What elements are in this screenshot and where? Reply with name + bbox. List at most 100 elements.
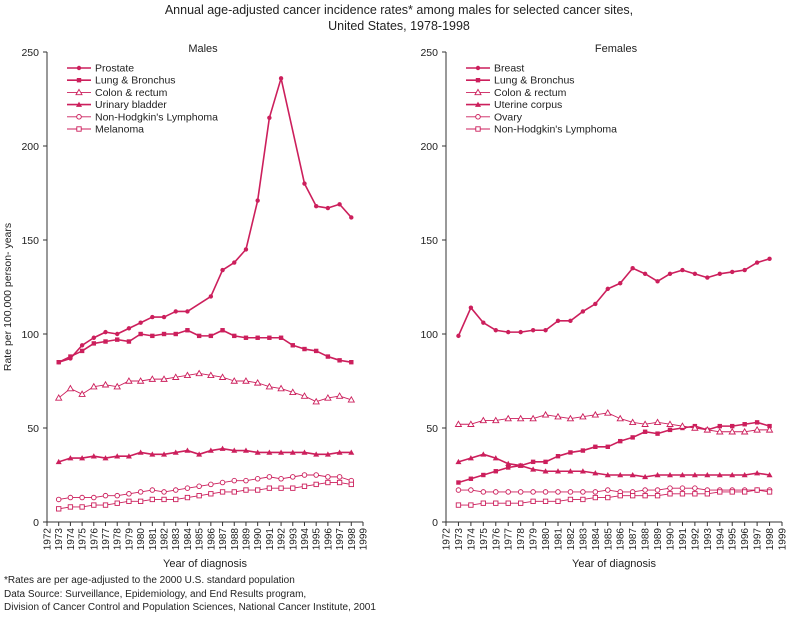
males-series-non-hodgkin-s-lymphoma-point	[208, 481, 214, 488]
females-series-ovary-point	[654, 487, 661, 493]
females-series-colon-rectum-point	[529, 414, 537, 422]
males-series-lung-bronchus-point	[290, 343, 295, 348]
males-series-prostate-point	[115, 331, 120, 337]
males-series-lung-bronchus-point	[91, 341, 97, 346]
males-series-non-hodgkin-s-lymphoma-point	[301, 472, 308, 478]
males-series-melanoma-point	[348, 481, 354, 488]
males-x-tick-label: 1992	[277, 528, 288, 551]
males-series-prostate-point	[208, 294, 214, 299]
males-series-urinary-bladder-point	[90, 453, 97, 459]
females-series-non-hodgkin-s-lymphoma-point	[580, 496, 586, 503]
males-series-non-hodgkin-s-lymphoma-point	[290, 474, 296, 480]
females-series-colon-rectum-point	[467, 420, 475, 427]
males-series-urinary-bladder-point	[348, 449, 355, 455]
males-series-prostate-point	[138, 320, 143, 325]
males-y-tick-label: 150	[21, 235, 39, 247]
females-series-uterine-corpus-point	[505, 460, 512, 466]
females-series-non-hodgkin-s-lymphoma-legend-marker	[475, 126, 481, 132]
females-series-lung-bronchus-point	[543, 459, 548, 465]
females-series-uterine-corpus-point	[517, 462, 524, 468]
females-series-lung-bronchus-point	[506, 465, 511, 470]
males-series-melanoma-point	[196, 493, 202, 499]
females-series-non-hodgkin-s-lymphoma-point	[530, 498, 536, 504]
females-series-colon-rectum-point	[604, 409, 612, 416]
females-series-uterine-corpus-point	[766, 472, 773, 478]
females-series-non-hodgkin-s-lymphoma-point	[493, 500, 499, 506]
females-series-non-hodgkin-s-lymphoma-point	[630, 493, 636, 499]
males-series-urinary-bladder-line	[58, 447, 352, 463]
males-panel-title: Males	[188, 43, 218, 55]
males-series-melanoma-point	[161, 496, 167, 503]
females-x-tick-label: 1982	[566, 528, 577, 551]
males-y-tick-label: 100	[21, 329, 39, 341]
females-series-non-hodgkin-s-lymphoma-point	[692, 491, 698, 497]
males-series-urinary-bladder-point	[149, 451, 156, 457]
males-series-urinary-bladder-point	[313, 451, 320, 457]
females-x-tick-label: 1991	[678, 528, 689, 551]
males-series-urinary-bladder-point	[301, 449, 308, 455]
females-series-uterine-corpus-point	[754, 470, 761, 476]
males-series-urinary-bladder-legend-marker	[76, 101, 82, 107]
females-series-uterine-corpus-point	[654, 472, 661, 478]
females-series-uterine-corpus-legend-marker	[475, 101, 481, 107]
males-series-melanoma-point	[114, 500, 120, 506]
males-series-prostate-legend-label: Prostate	[95, 63, 134, 75]
females-x-tick-label: 1999	[778, 528, 789, 551]
females-series-breast-point	[456, 333, 461, 339]
females-series-colon-rectum-point	[579, 412, 587, 420]
males-series-lung-bronchus-legend-marker	[76, 78, 82, 83]
males-series-urinary-bladder-point	[114, 453, 121, 459]
males-series-non-hodgkin-s-lymphoma-point	[55, 496, 62, 503]
males-series-colon-rectum-point	[78, 390, 86, 397]
males-series-non-hodgkin-s-lymphoma-point	[219, 479, 226, 486]
males-series-urinary-bladder-point	[161, 451, 168, 457]
females-series-lung-bronchus-point	[605, 444, 610, 449]
females-x-tick-label: 1984	[591, 528, 602, 551]
males-series-colon-rectum-point	[265, 382, 274, 390]
males-series-colon-rectum-point	[242, 377, 250, 384]
females-series-colon-rectum-legend-label: Colon & rectum	[494, 87, 567, 99]
males-series-lung-bronchus-legend-label: Lung & Bronchus	[95, 75, 176, 87]
males-series-prostate-point	[150, 314, 155, 320]
males-series-lung-bronchus-point	[255, 335, 260, 340]
males-series-prostate-legend-marker	[76, 65, 82, 71]
males-series-melanoma-point	[231, 489, 237, 495]
males-series-prostate-point	[161, 314, 167, 320]
females-series-breast-point	[705, 275, 710, 280]
males-series-prostate-point	[313, 203, 319, 209]
males-series-colon-rectum-point	[289, 388, 297, 395]
males-series-lung-bronchus-point	[161, 331, 167, 337]
females-series-non-hodgkin-s-lymphoma-point	[555, 498, 561, 504]
females-series-non-hodgkin-s-lymphoma-point	[567, 496, 574, 503]
males-series-lung-bronchus-point	[68, 354, 73, 359]
females-series-uterine-corpus-point	[592, 470, 599, 476]
males-series-melanoma-point	[137, 498, 144, 504]
females-x-tick-label: 1978	[516, 528, 527, 551]
males-x-tick-label: 1989	[241, 528, 252, 551]
males-series-non-hodgkin-s-lymphoma-point	[102, 492, 109, 499]
females-series-uterine-corpus-point	[667, 472, 673, 478]
females-x-tick-label: 1979	[529, 528, 540, 551]
females-series-ovary-legend-label: Ovary	[494, 111, 523, 123]
females-series-colon-rectum-point	[678, 422, 687, 429]
males-x-tick-label: 1984	[183, 528, 194, 551]
females-x-tick-label: 1996	[740, 528, 751, 551]
females-series-non-hodgkin-s-lymphoma-point	[679, 491, 686, 497]
males-x-tick-label: 1983	[171, 528, 182, 551]
males-series-colon-rectum-point	[324, 394, 332, 401]
females-series-non-hodgkin-s-lymphoma-point	[605, 494, 611, 501]
females-series-lung-bronchus-point	[630, 435, 635, 440]
females-series-colon-rectum-point	[504, 414, 512, 422]
females-series-breast-point	[518, 329, 523, 335]
females-series-breast-point	[605, 286, 610, 292]
females-series-non-hodgkin-s-lymphoma-point	[704, 491, 710, 497]
males-x-tick-label: 1997	[335, 528, 346, 551]
males-series-melanoma-point	[173, 496, 179, 503]
females-series-ovary-point	[493, 489, 499, 495]
males-series-non-hodgkin-s-lymphoma-point	[278, 476, 284, 482]
males-series-lung-bronchus-point	[173, 331, 178, 337]
males-series-lung-bronchus-point	[349, 360, 354, 365]
females-series-colon-rectum-line	[458, 412, 770, 433]
males-series-melanoma-point	[67, 504, 74, 510]
females-series-colon-rectum-point	[554, 412, 562, 420]
